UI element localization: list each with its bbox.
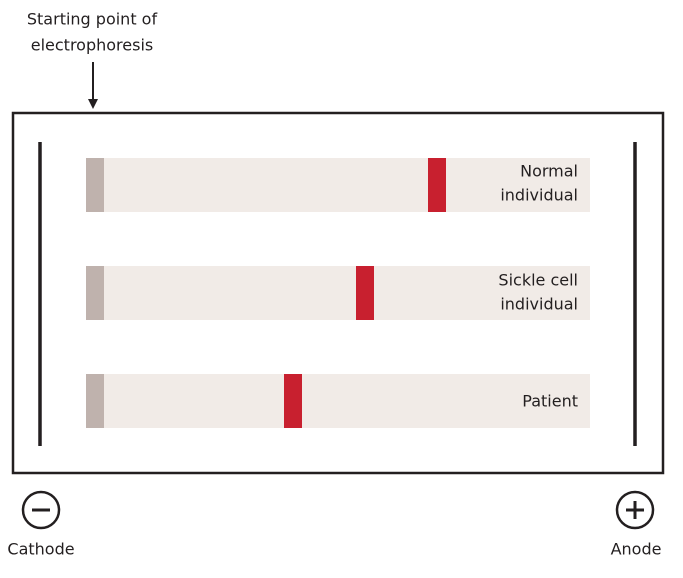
lane-bg [86,158,590,212]
lane-label: individual [500,295,578,314]
lane-label: Normal [520,162,578,181]
band [284,374,302,428]
lane-label: Patient [522,392,578,411]
lane-bg [86,374,590,428]
well [86,158,104,212]
lane-label: individual [500,186,578,205]
well [86,266,104,320]
cathode-label: Cathode [7,540,74,559]
anode-label: Anode [611,540,662,559]
start-label: electrophoresis [31,36,154,55]
band [356,266,374,320]
plus-icon [615,490,655,530]
lane: Normal individual [86,158,590,212]
lane: Patient [86,374,590,428]
gel-box [11,111,665,475]
start-label: Starting point of [27,10,158,29]
minus-icon [21,490,61,530]
well [86,374,104,428]
lane: Sickle cell individual [86,266,590,320]
lane-bg [86,266,590,320]
band [428,158,446,212]
lane-label: Sickle cell [498,271,578,290]
